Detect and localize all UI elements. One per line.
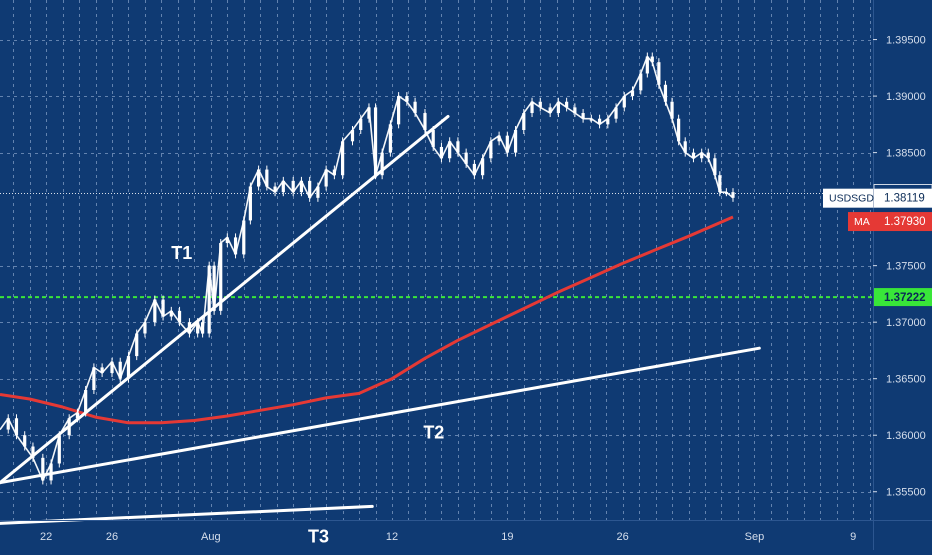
x-tick-label: 22 bbox=[40, 531, 52, 543]
symbol-value: 1.38119 bbox=[884, 193, 925, 205]
x-tick-label: Sep bbox=[745, 531, 765, 543]
level-tag-bg bbox=[874, 288, 932, 307]
y-tick-label: 1.38500 bbox=[886, 148, 926, 160]
trendline-t2[interactable] bbox=[0, 346, 761, 485]
level-tag: 1.37222 bbox=[874, 288, 932, 307]
ma-line bbox=[0, 215, 734, 425]
y-tick-label: 1.35500 bbox=[886, 487, 926, 499]
ma-tag-bg bbox=[848, 212, 932, 232]
trendline-label: T2 bbox=[423, 423, 444, 443]
horizontal-levels bbox=[0, 193, 873, 299]
x-tick-label: 9 bbox=[850, 531, 856, 543]
y-tick-label: 1.36000 bbox=[886, 430, 926, 442]
y-tick-label: 1.37500 bbox=[886, 261, 926, 273]
ma-layer bbox=[0, 215, 734, 425]
x-tick-label: 26 bbox=[106, 531, 118, 543]
y-tick-label: 1.36500 bbox=[886, 374, 926, 386]
level-tag-text: 1.37222 bbox=[884, 292, 926, 304]
y-tick-label: 1.37000 bbox=[886, 317, 926, 329]
ma-tag-name: MA bbox=[854, 216, 870, 228]
y-tick-label: 1.39500 bbox=[886, 35, 926, 47]
trendline-label: T1 bbox=[171, 243, 192, 263]
grid bbox=[0, 0, 873, 520]
y-tick-label: 1.39000 bbox=[886, 91, 926, 103]
price-layer bbox=[0, 52, 735, 485]
ma-tag-value: 1.37930 bbox=[884, 216, 926, 228]
x-tick-label: 19 bbox=[501, 531, 513, 543]
symbol-name: USDSGD bbox=[829, 193, 874, 205]
x-tick-label: 26 bbox=[617, 531, 629, 543]
x-tick-label: 12 bbox=[386, 531, 398, 543]
x-tick-label: Aug bbox=[201, 531, 221, 543]
symbol-tag-bg bbox=[823, 188, 932, 208]
trendline-t1[interactable] bbox=[0, 114, 450, 485]
trendline-label: T3 bbox=[308, 527, 329, 547]
